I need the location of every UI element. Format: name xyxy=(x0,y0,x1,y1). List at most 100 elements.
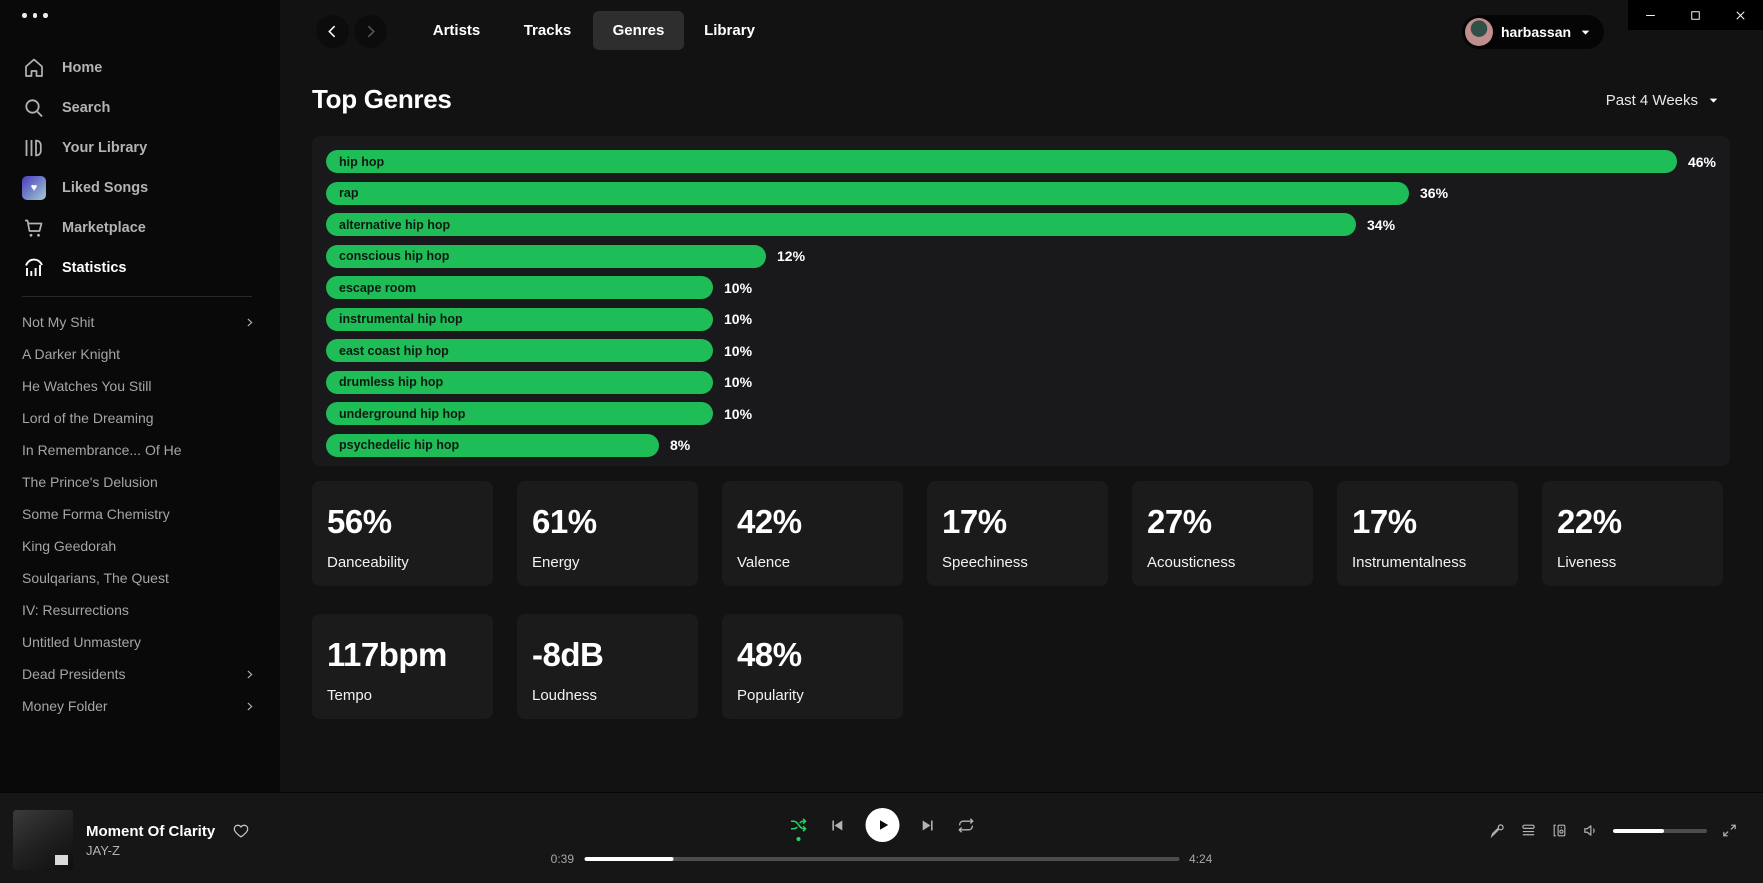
genre-bar-row: drumless hip hop 10% xyxy=(326,370,1716,394)
sidebar-item-search[interactable]: Search xyxy=(0,88,280,128)
playlist-item-king-geedorah[interactable]: King Geedorah xyxy=(0,530,280,562)
main-content: Artists Tracks Genres Library harbassan Top… xyxy=(280,0,1763,792)
sidebar: Home Search Your Library ♥ Liked Songs Market… xyxy=(0,0,280,792)
player-bar: Moment Of Clarity JAY-Z xyxy=(0,792,1763,883)
genre-bar-hip-hop: hip hop xyxy=(326,150,1677,173)
volume-button[interactable] xyxy=(1582,822,1599,839)
album-art[interactable] xyxy=(13,810,73,870)
playlist-item-he-watches-you-still[interactable]: He Watches You Still xyxy=(0,370,280,402)
sidebar-item-label: Search xyxy=(62,100,111,116)
close-button[interactable] xyxy=(1718,0,1763,30)
playlist-item-some-forma-chemistry[interactable]: Some Forma Chemistry xyxy=(0,498,280,530)
now-playing-title[interactable]: Moment Of Clarity xyxy=(86,823,216,840)
fullscreen-button[interactable] xyxy=(1721,822,1738,839)
genre-bar-chart: hip hop 46% rap 36% alternative hip hop 34% co… xyxy=(312,136,1730,466)
chevron-left-icon xyxy=(328,25,336,38)
caret-down-icon xyxy=(1579,26,1592,39)
sidebar-item-home[interactable]: Home xyxy=(0,48,280,88)
shuffle-button[interactable] xyxy=(788,815,808,835)
genre-bar-label: east coast hip hop xyxy=(339,343,449,358)
chevron-right-icon xyxy=(367,25,375,38)
time-range-label: Past 4 Weeks xyxy=(1605,92,1698,109)
genre-bar-value: 34% xyxy=(1367,216,1396,233)
genre-bar-value: 10% xyxy=(724,342,753,359)
progress-section: 0:39 4:24 xyxy=(543,852,1220,866)
time-range-select[interactable]: Past 4 Weeks xyxy=(1606,92,1720,109)
sidebar-item-your-library[interactable]: Your Library xyxy=(0,128,280,168)
overflow-menu-icon[interactable] xyxy=(22,13,48,18)
playlist-item-soulqarians-the-quest[interactable]: Soulqarians, The Quest xyxy=(0,562,280,594)
stat-card-acousticness: 27% Acousticness xyxy=(1132,481,1313,586)
playlist-item-the-prince-s-delusion[interactable]: The Prince's Delusion xyxy=(0,466,280,498)
now-playing-artist[interactable]: JAY-Z xyxy=(86,843,120,858)
tab-tracks[interactable]: Tracks xyxy=(523,22,572,39)
tab-library[interactable]: Library xyxy=(704,22,755,39)
chevron-right-icon xyxy=(243,316,256,329)
cart-icon xyxy=(22,216,46,240)
previous-button[interactable] xyxy=(828,817,845,834)
user-menu[interactable]: harbassan xyxy=(1462,15,1605,49)
genre-bar-value: 36% xyxy=(1420,185,1449,201)
volume-slider[interactable] xyxy=(1613,828,1707,833)
stat-label: Popularity xyxy=(737,687,804,704)
playlist-item-untitled-unmastery[interactable]: Untitled Unmastery xyxy=(0,626,280,658)
playlist-label: IV: Resurrections xyxy=(22,602,129,618)
stat-value: -8dB xyxy=(532,636,604,673)
playlist-item-a-darker-knight[interactable]: A Darker Knight xyxy=(0,338,280,370)
volume-fill xyxy=(1613,828,1664,833)
stats-icon xyxy=(22,256,46,280)
stat-card-loudness: -8dB Loudness xyxy=(517,614,698,719)
heart-icon xyxy=(233,824,249,838)
stat-value: 61% xyxy=(532,503,597,540)
playlist-item-money-folder[interactable]: Money Folder xyxy=(0,690,280,722)
stat-value: 17% xyxy=(1352,503,1417,540)
playlist-item-iv-resurrections[interactable]: IV: Resurrections xyxy=(0,594,280,626)
stat-card-popularity: 48% Popularity xyxy=(722,614,903,719)
stat-value: 117bpm xyxy=(327,636,447,673)
like-button[interactable] xyxy=(232,822,250,840)
stat-label: Speechiness xyxy=(942,554,1028,571)
sidebar-item-liked-songs[interactable]: ♥ Liked Songs xyxy=(0,168,280,208)
stat-label: Valence xyxy=(737,554,791,571)
genre-bar-row: hip hop 46% xyxy=(326,150,1716,173)
genre-bar-value: 10% xyxy=(724,374,753,390)
connect-device-button[interactable] xyxy=(1551,822,1568,839)
playlist-item-lord-of-the-dreaming[interactable]: Lord of the Dreaming xyxy=(0,402,280,434)
stat-value: 22% xyxy=(1557,503,1622,540)
genre-bar-label: psychedelic hip hop xyxy=(339,438,460,452)
tab-genres[interactable]: Genres xyxy=(593,11,684,50)
search-icon xyxy=(22,96,46,120)
genre-bar-value: 8% xyxy=(670,437,691,453)
next-button[interactable] xyxy=(919,817,936,834)
back-button[interactable] xyxy=(316,15,349,48)
playlist-item-dead-presidents[interactable]: Dead Presidents xyxy=(0,658,280,690)
genre-bar-row: escape room 10% xyxy=(326,276,1716,299)
forward-button[interactable] xyxy=(354,15,387,48)
sidebar-item-statistics[interactable]: Statistics xyxy=(0,248,280,288)
stat-value: 17% xyxy=(942,503,1007,540)
next-track-icon xyxy=(922,820,933,830)
progress-fill xyxy=(584,857,674,861)
audio-feature-cards: 56% Danceability 61% Energy 42% Valence 17% Spe… xyxy=(312,481,1723,719)
playlist-item-in-remembrance-of-he[interactable]: In Remembrance... Of He xyxy=(0,434,280,466)
genre-bar-value: 46% xyxy=(1687,153,1716,170)
minimize-button[interactable] xyxy=(1628,0,1673,30)
genre-bar-label: rap xyxy=(339,186,359,200)
sidebar-item-label: Marketplace xyxy=(62,220,146,236)
genre-bar-row: conscious hip hop 12% xyxy=(326,244,1716,268)
progress-bar[interactable] xyxy=(584,857,1179,861)
close-icon xyxy=(1736,10,1745,20)
genre-bar-label: instrumental hip hop xyxy=(339,312,463,326)
previous-track-icon xyxy=(831,820,842,830)
tab-artists[interactable]: Artists xyxy=(432,22,481,39)
playlist-label: King Geedorah xyxy=(22,538,117,554)
playlist-item-not-my-shit[interactable]: Not My Shit xyxy=(0,306,280,338)
genre-bar-row: rap 36% xyxy=(326,181,1716,205)
play-button[interactable] xyxy=(865,808,899,842)
queue-button[interactable] xyxy=(1520,822,1537,839)
repeat-button[interactable] xyxy=(956,816,975,835)
playlist-label: Not My Shit xyxy=(22,314,95,330)
sidebar-item-marketplace[interactable]: Marketplace xyxy=(0,208,280,248)
lyrics-button[interactable] xyxy=(1489,822,1506,839)
maximize-button[interactable] xyxy=(1673,0,1718,30)
